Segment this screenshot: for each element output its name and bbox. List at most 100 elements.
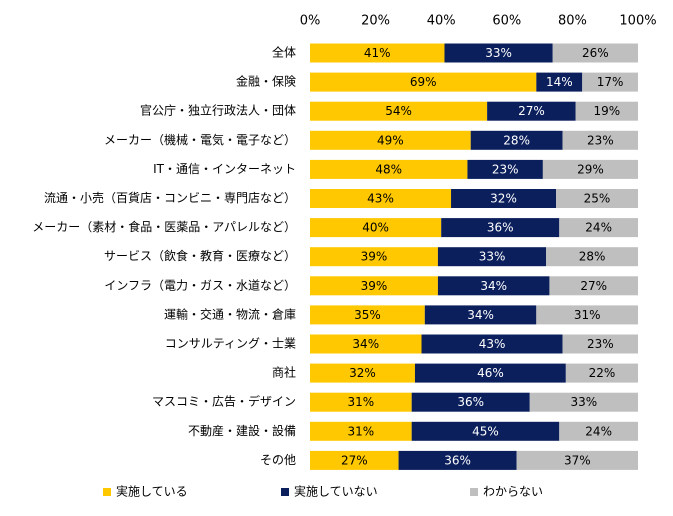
data-label: 46%	[477, 366, 504, 380]
bar-segment	[310, 450, 399, 470]
data-label: 34%	[352, 337, 379, 351]
bar-segment	[437, 247, 547, 267]
data-label: 32%	[349, 366, 376, 380]
data-label: 22%	[589, 366, 616, 380]
data-label: 33%	[485, 46, 512, 60]
category-label: コンサルティング・士業	[165, 337, 296, 351]
category-label: マスコミ・広告・デザイン	[152, 394, 296, 409]
bar-segment	[310, 101, 488, 121]
bar-segment	[414, 363, 566, 383]
category-label: サービス（飲食・教育・医療など）	[104, 248, 296, 263]
bar-segment	[310, 334, 422, 354]
legend-swatch	[103, 488, 111, 496]
data-label: 40%	[362, 221, 389, 235]
category-label: 不動産・建設・設備	[188, 423, 296, 438]
bar-segment	[398, 450, 517, 470]
data-label: 49%	[377, 133, 404, 147]
data-label: 36%	[444, 453, 471, 467]
data-label: 23%	[587, 133, 614, 147]
data-label: 34%	[467, 308, 494, 322]
data-label: 17%	[597, 75, 624, 89]
bar-segment	[310, 218, 442, 238]
bar-segment	[562, 130, 638, 150]
bar-segment	[310, 159, 468, 179]
category-label: メーカー（機械・電気・電子など）	[104, 132, 296, 147]
data-label: 36%	[457, 395, 484, 409]
data-label: 14%	[546, 75, 573, 89]
data-label: 41%	[364, 46, 391, 60]
bar-segment	[559, 218, 638, 238]
bar-segment	[559, 421, 638, 441]
x-axis-ticks: 0% 20% 40% 60% 80% 100%	[300, 14, 657, 29]
bar-segment	[310, 392, 412, 412]
data-label: 31%	[348, 395, 375, 409]
category-label: 官公庁・独立行政法人・団体	[140, 103, 296, 118]
legend-swatch	[281, 488, 289, 496]
data-label: 23%	[492, 162, 519, 176]
data-label: 32%	[490, 192, 517, 206]
data-label: 33%	[479, 250, 506, 264]
x-tick-label: 100%	[619, 14, 656, 29]
bar-segment	[310, 189, 452, 208]
bar-segment	[562, 334, 638, 354]
bar-segment	[310, 43, 445, 63]
bar-segment	[549, 276, 638, 296]
legend-label: 実施している	[116, 484, 188, 499]
bar-segment	[310, 247, 438, 267]
data-label: 35%	[354, 308, 381, 322]
data-label: 37%	[564, 453, 591, 467]
data-label: 33%	[571, 395, 598, 409]
data-label: 48%	[375, 162, 402, 176]
bar-segment	[542, 159, 638, 179]
data-label: 28%	[503, 133, 530, 147]
bar-segment	[470, 130, 563, 150]
data-label: 23%	[587, 337, 614, 351]
data-label: 24%	[585, 424, 612, 438]
bar-segment	[310, 305, 425, 325]
category-label: 流通・小売（百貨店・コンビニ・専門店など）	[44, 190, 296, 205]
data-label: 34%	[480, 279, 507, 293]
data-label: 69%	[410, 75, 437, 89]
bar-segment	[451, 189, 556, 208]
bar-segment	[411, 392, 530, 412]
bar-segment	[582, 72, 638, 92]
data-label: 43%	[367, 192, 394, 206]
data-label: 43%	[479, 337, 506, 351]
category-label: 商社	[272, 365, 296, 380]
bar-segment	[310, 72, 537, 92]
legend-label: 実施していない	[294, 484, 378, 499]
bar-segment	[310, 363, 415, 383]
bar-segment	[552, 43, 638, 63]
bar-segment	[437, 276, 550, 296]
category-label: 金融・保険	[236, 74, 296, 89]
data-label: 27%	[580, 279, 607, 293]
x-tick-label: 40%	[427, 14, 456, 29]
data-label: 24%	[585, 221, 612, 235]
category-label: その他	[260, 453, 296, 467]
category-label: 全体	[272, 45, 296, 60]
bar-segment	[441, 218, 560, 238]
category-label: メーカー（素材・食品・医薬品・アパレルなど）	[32, 219, 296, 234]
category-label: IT・通信・インターネット	[153, 162, 296, 176]
bar-segment	[536, 305, 638, 325]
data-label: 45%	[472, 424, 499, 438]
legend-label: わからない	[483, 485, 543, 499]
bar-segment	[424, 305, 537, 325]
data-label: 27%	[341, 453, 368, 467]
bars	[310, 43, 638, 470]
category-label: 運輸・交通・物流・倉庫	[164, 306, 296, 321]
data-label: 39%	[361, 250, 388, 264]
data-label: 25%	[584, 192, 611, 206]
data-label: 31%	[348, 424, 375, 438]
data-label: 54%	[385, 104, 412, 118]
category-label: インフラ（電力・ガス・水道など）	[104, 278, 296, 292]
data-label: 19%	[594, 104, 621, 118]
legend-swatch	[470, 488, 478, 496]
data-labels: 41% 33% 26% 69% 14% 17% 54% 27% 19% 49% 28% 23% 48% 2…	[341, 46, 624, 467]
data-label: 28%	[579, 250, 606, 264]
bar-segment	[467, 159, 543, 179]
x-tick-label: 20%	[361, 14, 390, 29]
bar-segment	[310, 276, 438, 296]
